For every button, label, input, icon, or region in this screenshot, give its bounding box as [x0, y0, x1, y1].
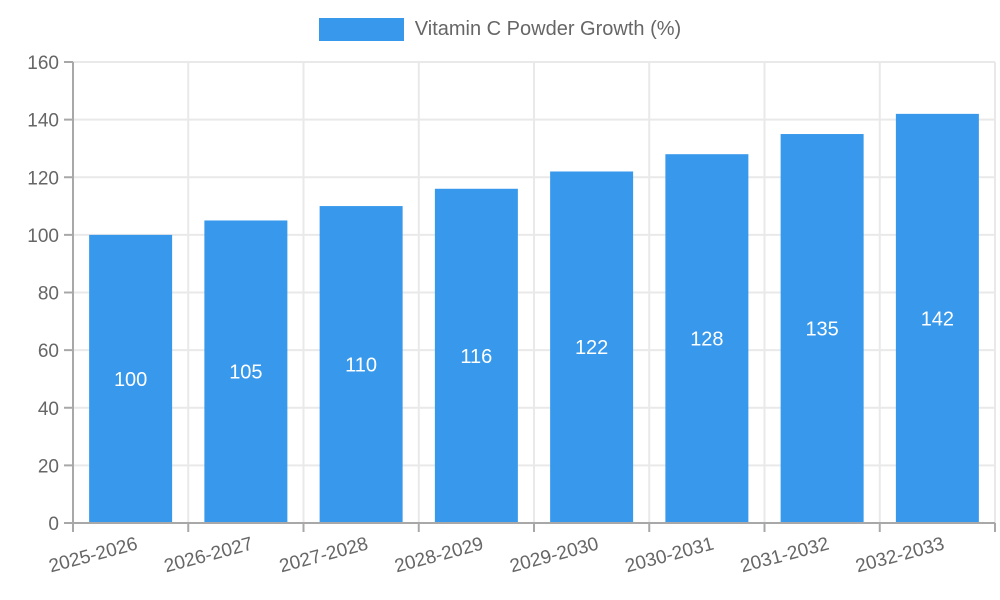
- bar-value-label: 135: [805, 319, 838, 341]
- x-axis-tick-label: 2025-2026: [47, 534, 140, 578]
- bar[interactable]: [434, 188, 518, 523]
- legend-swatch: [318, 18, 404, 41]
- x-axis-tick-label: 2030-2031: [623, 534, 716, 578]
- x-axis-tick-label: 2028-2029: [392, 534, 485, 578]
- x-axis-tick-label: 2029-2030: [508, 534, 601, 578]
- y-axis-tick-label: 80: [38, 284, 59, 305]
- y-axis-tick-label: 0: [48, 514, 59, 535]
- bar-value-label: 105: [229, 362, 262, 384]
- y-axis-tick-label: 20: [38, 456, 59, 477]
- y-axis-tick-label: 40: [38, 399, 59, 420]
- bar-value-label: 122: [575, 337, 608, 359]
- y-axis-tick-label: 120: [27, 168, 59, 189]
- y-axis-tick-label: 60: [38, 341, 59, 362]
- bar[interactable]: [89, 234, 173, 523]
- y-axis-tick-label: 140: [27, 111, 59, 132]
- x-axis-tick-label: 2026-2027: [162, 534, 255, 578]
- bar[interactable]: [895, 113, 979, 524]
- y-axis-tick-label: 100: [27, 226, 59, 247]
- bar[interactable]: [780, 134, 864, 523]
- bar-value-label: 110: [345, 355, 377, 377]
- bar-value-label: 128: [690, 329, 723, 351]
- bar[interactable]: [204, 220, 288, 523]
- x-axis-tick-label: 2031-2032: [738, 534, 831, 578]
- x-axis-tick-label: 2032-2033: [853, 534, 946, 578]
- bar-value-label: 142: [921, 308, 954, 330]
- x-axis-tick-label: 2027-2028: [277, 534, 370, 578]
- bar[interactable]: [665, 154, 749, 523]
- bar[interactable]: [550, 171, 634, 524]
- bar[interactable]: [319, 206, 403, 523]
- y-axis-tick-label: 160: [27, 53, 59, 74]
- chart-legend[interactable]: Vitamin C Powder Growth (%): [0, 18, 1000, 41]
- bar-value-label: 100: [114, 369, 147, 391]
- bar-value-label: 116: [460, 346, 492, 368]
- legend-label: Vitamin C Powder Growth (%): [414, 18, 682, 40]
